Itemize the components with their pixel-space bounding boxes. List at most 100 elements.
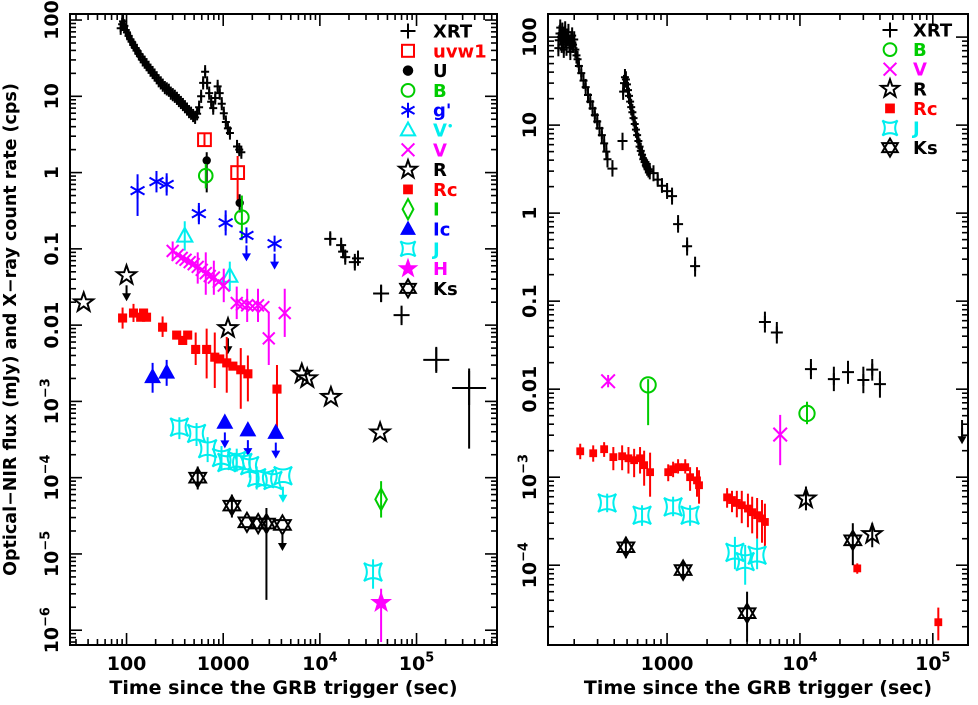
data-point-Rc: [172, 330, 182, 340]
data-point-XRT: [857, 374, 870, 387]
data-point-Ks: [221, 494, 242, 512]
legend-label-J: J: [911, 119, 920, 140]
data-point-J: [197, 438, 218, 459]
legend-label-uvw1: uvw1: [433, 41, 487, 62]
data-point-B: [798, 404, 816, 423]
data-point-XRT: [193, 109, 202, 118]
data-point-V: [278, 306, 292, 320]
legend-marker-V: [399, 120, 417, 137]
data-point-XRT: [630, 119, 639, 128]
data-point-Rc: [236, 365, 246, 375]
data-point-g': [239, 227, 254, 244]
legend-marker-Ks: [880, 142, 900, 159]
data-point-J: [363, 562, 383, 582]
data-point-XRT: [629, 114, 638, 123]
data-point-B: [197, 167, 214, 184]
data-point-XRT: [217, 99, 226, 108]
data-point-g': [218, 214, 234, 231]
data-point-XRT: [631, 125, 640, 134]
data-point-R: [294, 365, 320, 389]
upper-limit-arrow: [270, 261, 280, 270]
y-tick-label: 10−3: [516, 454, 541, 500]
data-point-XRT: [758, 315, 771, 328]
data-point-XRT: [842, 366, 855, 379]
data-point-R: [859, 521, 885, 545]
axes-frame: [69, 13, 498, 646]
upper-limit-arrow: [122, 293, 132, 302]
data-point-Ks: [673, 558, 694, 576]
x-tick-label: 1000: [197, 653, 250, 675]
data-point-XRT: [351, 252, 364, 265]
data-point-Rc: [737, 501, 746, 510]
data-point-XRT: [225, 129, 234, 138]
data-point-Rc: [618, 452, 627, 461]
data-point-XRT: [213, 82, 222, 91]
data-point-V: [178, 253, 193, 267]
data-point-Ks: [737, 607, 758, 625]
legend-marker-R: [396, 157, 420, 180]
data-point-Rc: [243, 369, 253, 379]
data-point-Rc: [128, 308, 139, 318]
data-point-XRT: [623, 86, 632, 95]
data-point-XRT: [622, 80, 631, 89]
data-point-Rc: [228, 361, 238, 371]
data-point-XRT: [119, 17, 128, 26]
legend-label-U: U: [433, 61, 448, 82]
data-point-Rc: [178, 335, 188, 345]
data-point-Rc: [853, 564, 862, 573]
data-point-XRT: [597, 131, 606, 140]
y-tick-label: 10−3: [38, 378, 63, 424]
legend-marker-B: [400, 83, 416, 98]
data-point-U: [202, 156, 211, 165]
data-point-J: [680, 505, 700, 526]
upper-limit-arrow: [957, 436, 967, 445]
legend-marker-H: [397, 257, 419, 278]
x-tick-label: 100: [107, 653, 147, 675]
upper-limit-arrow: [243, 448, 253, 457]
data-point-Ic: [144, 367, 162, 384]
legend-label-XRT: XRT: [913, 21, 953, 42]
data-point-XRT: [571, 45, 580, 54]
data-point-XRT: [570, 35, 579, 44]
data-point-XRT: [626, 97, 635, 106]
y-tick-label: 10−4: [516, 542, 541, 588]
data-point-Rc: [669, 465, 677, 474]
data-point-XRT: [770, 326, 783, 339]
data-point-V_uvot: [175, 225, 195, 243]
data-point-XRT: [866, 363, 879, 376]
data-point-g': [149, 173, 164, 190]
data-point-V: [217, 278, 231, 293]
data-point-R: [793, 485, 819, 510]
data-point-Ic: [216, 413, 234, 429]
data-point-R: [318, 384, 344, 408]
legend-label-V: V: [913, 60, 927, 81]
data-point-B: [639, 376, 657, 394]
data-point-Rc: [753, 511, 762, 520]
legend-label-J: J: [431, 239, 440, 260]
y-tick-label: 10−6: [38, 607, 63, 653]
data-point-Rc: [202, 344, 212, 354]
data-point-Rc: [723, 493, 732, 502]
legend-label-Ks: Ks: [433, 279, 458, 300]
data-point-V: [600, 373, 616, 389]
data-point-XRT: [607, 163, 618, 174]
data-point-XRT: [682, 241, 693, 252]
data-point-XRT: [237, 148, 246, 157]
data-point-uvw1: [197, 132, 212, 148]
upper-limit-arrow: [278, 494, 288, 503]
upper-limit-arrow: [223, 346, 233, 355]
data-point-XRT: [617, 136, 628, 147]
data-point-g': [130, 182, 146, 199]
data-point-XRT: [621, 75, 630, 84]
data-point-Rc: [636, 454, 644, 463]
y-tick-label: 1: [519, 207, 541, 220]
legend-marker-R: [878, 76, 902, 99]
data-point-Ks: [842, 534, 863, 552]
data-point-Rc: [630, 456, 639, 465]
data-point-XRT: [603, 155, 612, 164]
data-point-XRT: [373, 285, 390, 302]
data-point-V: [245, 299, 260, 313]
data-point-Ks: [615, 535, 636, 554]
data-point-XRT: [336, 240, 347, 251]
